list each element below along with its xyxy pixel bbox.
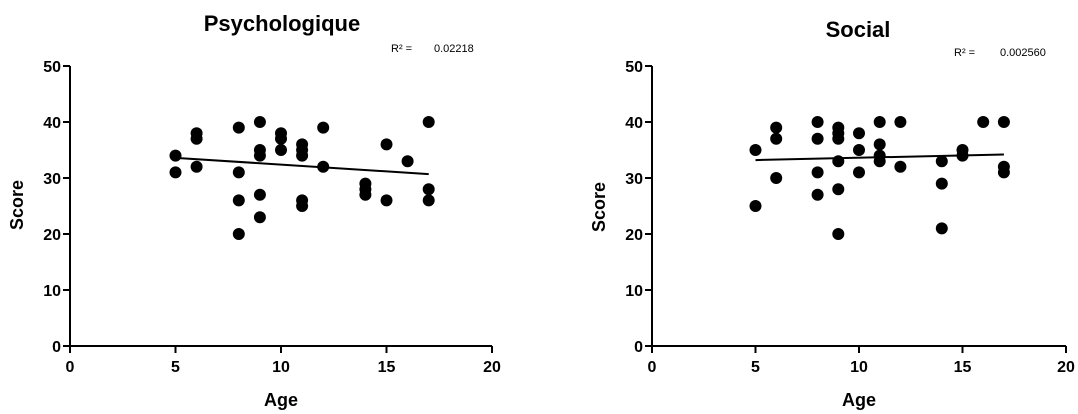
chart2-data-point — [935, 177, 948, 190]
chart2-data-point — [853, 127, 865, 140]
chart1-y-tick-label: 50 — [43, 59, 61, 76]
chart1-data-point — [359, 188, 372, 201]
chart1-data-point — [380, 194, 393, 207]
chart2-x-axis-label: Age — [842, 390, 876, 410]
chart1-data-point — [169, 149, 182, 162]
chart1-data-point — [232, 166, 245, 179]
chart1-y-tick-label: 0 — [52, 339, 61, 356]
chart2-data-point — [873, 138, 886, 151]
chart2-data-point — [997, 166, 1010, 179]
chart2-y-tick-label: 30 — [625, 171, 643, 188]
chart1-x-tick-label: 0 — [66, 359, 75, 376]
chart2-data-point — [811, 116, 824, 128]
chart2-r2-label: R² = — [954, 47, 975, 59]
chart2-x-tick-label: 15 — [954, 359, 972, 376]
chart1-data-point — [169, 166, 182, 179]
chart1-data-point — [232, 121, 245, 134]
chart2-data-point — [811, 166, 824, 179]
chart2-y-tick-label: 40 — [625, 115, 643, 132]
chart1-y-axis-label: Score — [7, 180, 27, 230]
chart2-x-tick-label: 10 — [850, 359, 868, 376]
chart1-trend-line — [175, 156, 429, 176]
chart1-data-point — [253, 116, 266, 128]
chart1-x-tick-label: 15 — [378, 359, 396, 376]
chart2-y-tick-label: 50 — [625, 59, 643, 76]
chart2-data-point — [997, 116, 1010, 128]
chart2-data-point — [832, 183, 845, 196]
chart2-y-axis-label: Score — [589, 182, 609, 232]
chart1-data-point — [253, 188, 266, 201]
chart1-y-tick-label: 10 — [43, 283, 61, 300]
chart1-panel: Psychologique R² = 0.02218 0 10 20 30 40 50 0 5 10 1… — [7, 11, 501, 410]
chart2-data-point — [935, 155, 948, 168]
chart1-data-point — [253, 149, 266, 162]
chart2-data-point — [935, 222, 948, 235]
chart1-data-point — [317, 121, 330, 134]
chart1-data-point — [275, 132, 287, 145]
chart2-data-point — [894, 116, 907, 128]
chart1-data-point — [253, 211, 266, 224]
chart2-data-point — [749, 144, 762, 156]
chart2-data-point — [853, 144, 865, 156]
chart2-data-point — [873, 116, 886, 128]
chart1-x-tick-label: 20 — [483, 359, 501, 376]
chart2-panel: Social R² = 0.002560 0 10 20 30 40 50 0 5 10 15 20 Age… — [589, 17, 1075, 410]
chart1-title: Psychologique — [204, 11, 360, 36]
chart2-data-point — [749, 200, 762, 212]
chart2-data-point — [770, 121, 783, 134]
chart2-trend-line — [755, 153, 1004, 162]
chart1-data-point — [275, 144, 287, 156]
chart2-data-point — [770, 132, 783, 145]
chart1-r2-value: 0.02218 — [434, 43, 474, 55]
chart2-data-point — [811, 188, 824, 201]
chart1-data-point — [232, 228, 245, 240]
chart1-data-point — [190, 132, 203, 145]
chart2-y-tick-label: 10 — [625, 283, 643, 300]
chart2-data-point — [977, 116, 990, 128]
chart2-y-tick-label: 20 — [625, 227, 643, 244]
chart1-data-point — [296, 200, 309, 212]
chart1-data-point — [422, 116, 435, 128]
chart2-data-point — [770, 172, 783, 184]
chart2-data-point — [832, 155, 845, 168]
chart1-data-point — [401, 155, 414, 168]
chart1-x-tick-label: 10 — [272, 359, 290, 376]
chart2-x-tick-label: 20 — [1057, 359, 1075, 376]
chart1-x-tick-label: 5 — [171, 359, 180, 376]
chart1-data-point — [422, 194, 435, 207]
chart2-x-tick-label: 5 — [751, 359, 760, 376]
chart2-title: Social — [826, 17, 891, 42]
chart1-y-tick-label: 30 — [43, 171, 61, 188]
chart2-r2-value: 0.002560 — [1000, 47, 1046, 59]
chart1-data-point — [296, 149, 309, 162]
chart1-data-point — [380, 138, 393, 151]
chart1-y-tick-label: 20 — [43, 227, 61, 244]
chart2-data-point — [832, 132, 845, 145]
chart2-x-tick-label: 0 — [648, 359, 657, 376]
chart1-data-point — [190, 160, 203, 173]
chart2-y-tick-label: 0 — [634, 339, 643, 356]
chart1-r2-label: R² = — [391, 43, 412, 55]
chart2-data-point — [894, 160, 907, 173]
chart2-data-point — [832, 228, 845, 240]
chart2-data-point — [853, 166, 865, 179]
chart2-data-point — [811, 132, 824, 145]
chart1-x-axis-label: Age — [264, 390, 298, 410]
chart1-y-tick-label: 40 — [43, 115, 61, 132]
chart1-data-point — [422, 183, 435, 196]
chart1-data-point — [232, 194, 245, 207]
